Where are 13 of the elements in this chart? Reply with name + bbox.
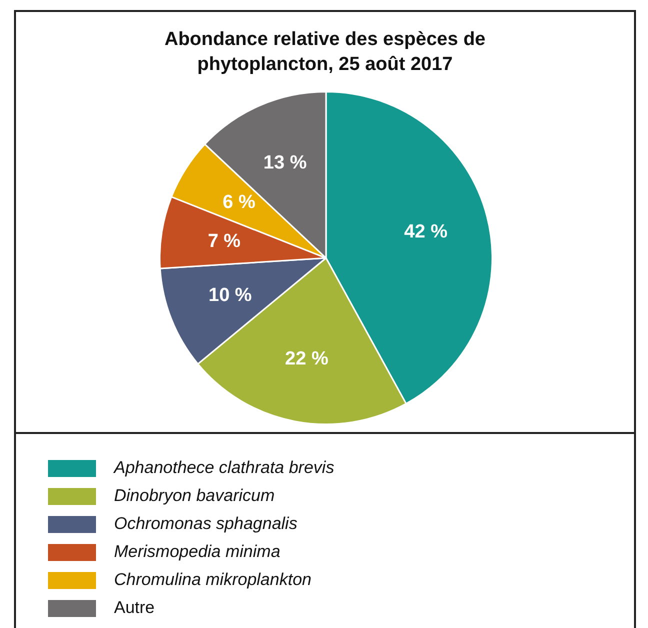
legend-label: Ochromonas sphagnalis [114, 514, 298, 534]
data-label: 6 % [222, 192, 256, 214]
legend-label: Chromulina mikroplankton [114, 570, 312, 590]
legend-label: Autre [114, 598, 155, 618]
data-label: 22 % [285, 348, 328, 370]
legend-label: Merismopedia minima [114, 542, 280, 562]
data-label: 13 % [263, 152, 307, 174]
legend-label: Dinobryon bavaricum [114, 486, 275, 506]
data-label: 7 % [208, 231, 241, 252]
legend-label: Aphanothece clathrata brevis [114, 458, 334, 478]
chart-title: Abondance relative des espèces de phytoplancton, 25 août 2017 [163, 28, 487, 77]
data-label: 42 % [404, 222, 448, 243]
data-label: 10 % [208, 285, 252, 306]
